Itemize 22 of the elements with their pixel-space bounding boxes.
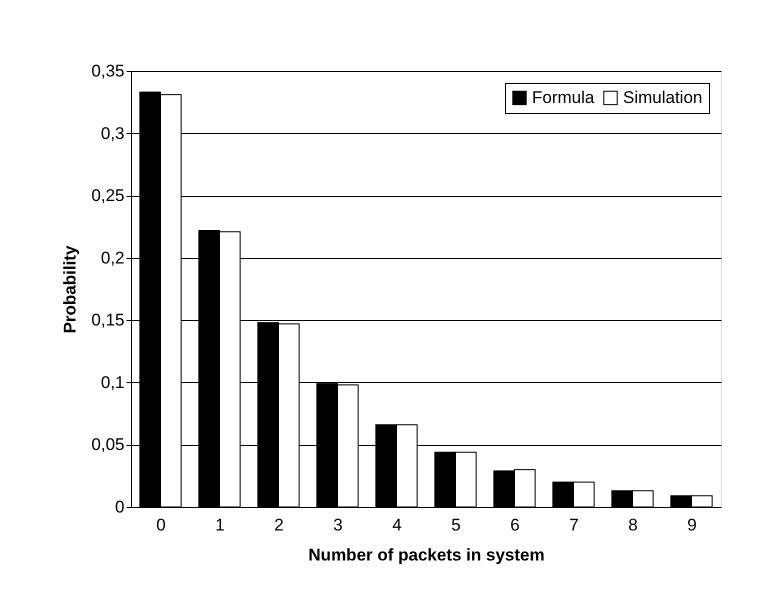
x-tick-label: 9 [687, 516, 697, 534]
x-tick-label: 6 [510, 516, 520, 534]
x-axis-title: Number of packets in system [308, 546, 545, 564]
y-tick-label: 0,25 [91, 186, 124, 206]
y-axis-title: Probability [60, 245, 80, 334]
x-tick-label: 4 [392, 516, 402, 534]
y-tick-label: 0,35 [91, 62, 124, 80]
y-tick-label: 0,15 [91, 310, 124, 330]
x-tick-label: 2 [274, 516, 284, 534]
y-tick-label: 0 [115, 498, 124, 516]
y-tick-label: 0,1 [100, 372, 124, 392]
x-tick-label: 1 [215, 516, 225, 534]
x-tick-label: 3 [333, 516, 343, 534]
x-tick-label: 8 [628, 516, 638, 534]
x-tick-label: 0 [156, 516, 166, 534]
y-tick-label: 0,05 [91, 435, 124, 454]
legend-label: Formula [532, 88, 595, 107]
x-tick-label: 7 [569, 516, 579, 534]
x-tick-label: 5 [451, 516, 461, 534]
legend-label: Simulation [623, 88, 702, 107]
y-tick-label: 0,2 [100, 248, 124, 268]
y-tick-label: 0,3 [100, 124, 124, 143]
